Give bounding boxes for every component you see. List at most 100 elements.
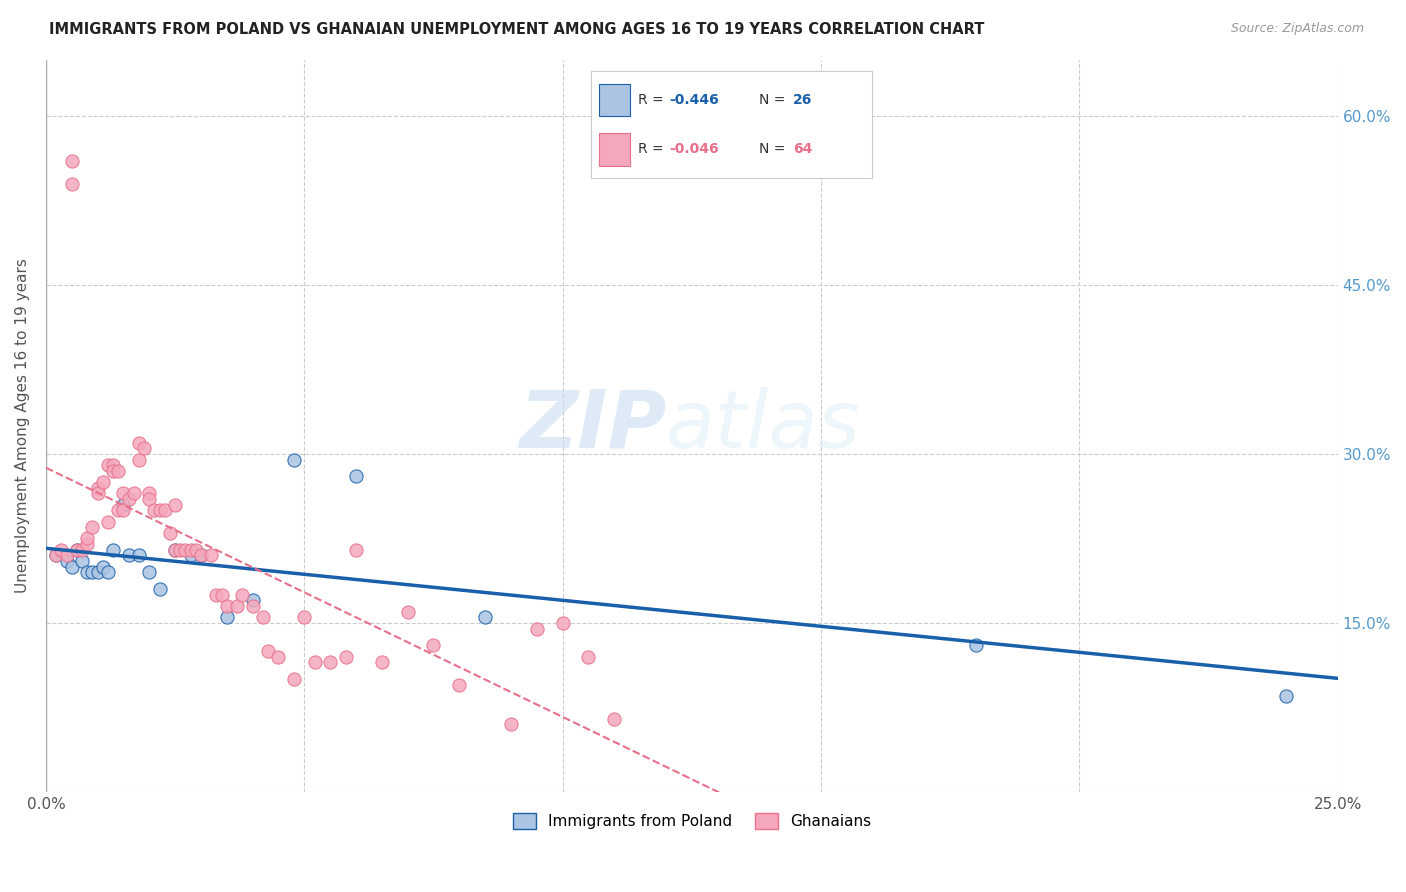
Text: 26: 26 <box>793 94 813 107</box>
Point <box>117 549 139 563</box>
Point <box>603 712 626 726</box>
Point <box>76 532 98 546</box>
Point <box>76 537 98 551</box>
Point <box>205 588 228 602</box>
Point <box>76 566 98 580</box>
Point <box>60 153 83 168</box>
Text: R =: R = <box>638 94 668 107</box>
Point <box>55 549 77 563</box>
Point <box>97 515 120 529</box>
Point <box>70 554 93 568</box>
Point <box>97 566 120 580</box>
Point <box>97 458 120 473</box>
Point <box>153 503 176 517</box>
Point <box>112 503 135 517</box>
Text: ZIP: ZIP <box>519 387 666 465</box>
Point <box>180 549 202 563</box>
Point <box>1275 689 1298 703</box>
Point <box>474 610 496 624</box>
Point <box>190 549 212 563</box>
Point <box>551 615 574 630</box>
Point <box>122 486 145 500</box>
Point <box>242 599 264 613</box>
Point <box>112 498 135 512</box>
Point <box>226 599 249 613</box>
Point <box>66 542 89 557</box>
Point <box>86 566 108 580</box>
Point <box>252 610 274 624</box>
Point <box>165 498 187 512</box>
Point <box>138 491 160 506</box>
Point <box>215 599 238 613</box>
Point <box>180 542 202 557</box>
Point <box>344 469 367 483</box>
Text: -0.446: -0.446 <box>669 94 718 107</box>
Point <box>91 559 114 574</box>
Point <box>138 566 160 580</box>
Point <box>159 525 181 540</box>
Point <box>107 464 129 478</box>
Point <box>283 452 305 467</box>
Text: N =: N = <box>759 94 790 107</box>
Point <box>165 542 187 557</box>
Point <box>165 542 187 557</box>
Point <box>101 464 124 478</box>
Point <box>149 582 172 596</box>
Point <box>371 656 394 670</box>
Point <box>45 549 67 563</box>
Point <box>112 486 135 500</box>
Legend: Immigrants from Poland, Ghanaians: Immigrants from Poland, Ghanaians <box>506 807 877 836</box>
Point <box>70 542 93 557</box>
Point <box>82 520 104 534</box>
Point <box>184 542 207 557</box>
Point <box>257 644 280 658</box>
Point <box>60 559 83 574</box>
Point <box>174 542 197 557</box>
FancyBboxPatch shape <box>599 84 630 116</box>
Point <box>169 542 191 557</box>
Point <box>107 503 129 517</box>
Point <box>117 491 139 506</box>
Text: -0.046: -0.046 <box>669 143 718 156</box>
Text: R =: R = <box>638 143 668 156</box>
Point <box>86 486 108 500</box>
Text: IMMIGRANTS FROM POLAND VS GHANAIAN UNEMPLOYMENT AMONG AGES 16 TO 19 YEARS CORREL: IMMIGRANTS FROM POLAND VS GHANAIAN UNEMP… <box>49 22 984 37</box>
Point <box>91 475 114 489</box>
Point <box>149 503 172 517</box>
Point <box>60 177 83 191</box>
Point <box>45 549 67 563</box>
Point <box>319 656 342 670</box>
Point <box>134 442 156 456</box>
Point <box>211 588 233 602</box>
Point <box>143 503 166 517</box>
Point <box>499 717 522 731</box>
Text: 64: 64 <box>793 143 813 156</box>
Point <box>242 593 264 607</box>
Point <box>55 554 77 568</box>
Point <box>128 435 150 450</box>
Point <box>101 542 124 557</box>
Point <box>396 605 419 619</box>
Point <box>82 566 104 580</box>
Point <box>304 656 326 670</box>
Point <box>526 622 548 636</box>
Point <box>128 549 150 563</box>
Point <box>267 649 290 664</box>
Point <box>128 452 150 467</box>
Point <box>344 542 367 557</box>
Point <box>86 481 108 495</box>
Point <box>335 649 357 664</box>
Point <box>51 542 73 557</box>
Point <box>578 649 600 664</box>
Text: N =: N = <box>759 143 790 156</box>
Point <box>422 639 444 653</box>
FancyBboxPatch shape <box>599 134 630 166</box>
Point <box>283 673 305 687</box>
Point <box>231 588 253 602</box>
Point <box>449 678 471 692</box>
Point <box>66 542 89 557</box>
Point <box>200 549 222 563</box>
Y-axis label: Unemployment Among Ages 16 to 19 years: Unemployment Among Ages 16 to 19 years <box>15 259 30 593</box>
Text: Source: ZipAtlas.com: Source: ZipAtlas.com <box>1230 22 1364 36</box>
Point <box>292 610 315 624</box>
